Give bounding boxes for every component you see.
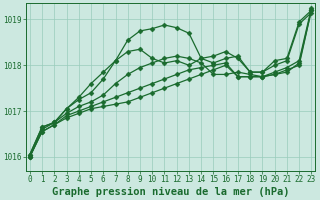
X-axis label: Graphe pression niveau de la mer (hPa): Graphe pression niveau de la mer (hPa) — [52, 186, 289, 197]
